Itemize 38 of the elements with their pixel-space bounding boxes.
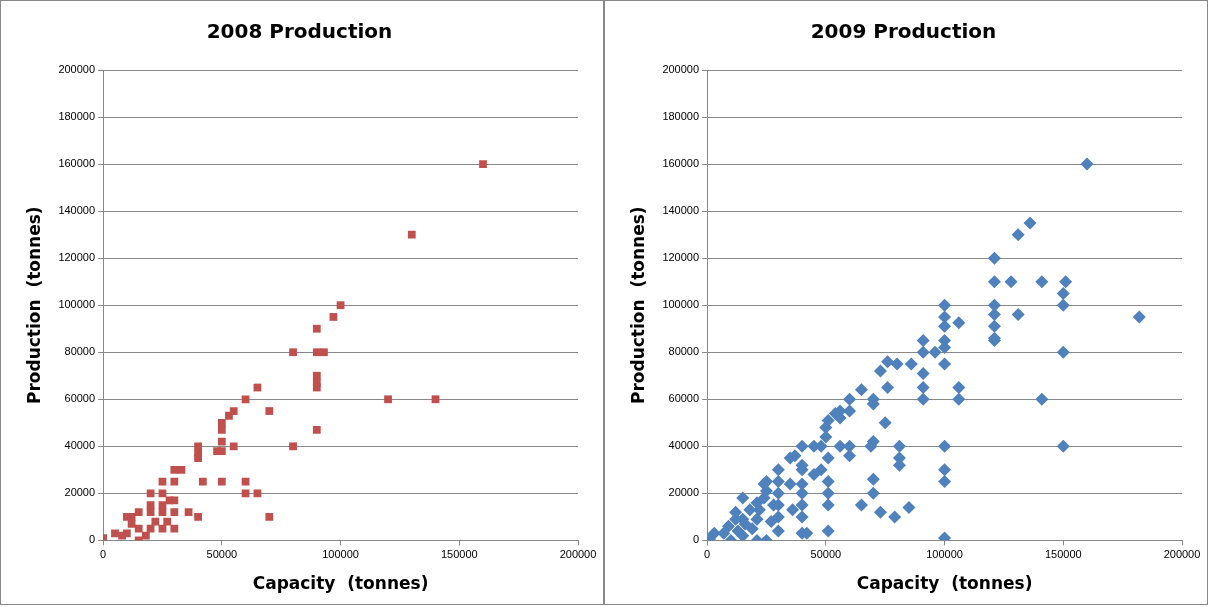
x-tick-label: 0 bbox=[100, 548, 107, 561]
chart-title: 2009 Production bbox=[810, 19, 997, 44]
y-tick-label: 120000 bbox=[662, 251, 700, 264]
x-tick-label: 200000 bbox=[559, 548, 597, 561]
x-axis-title: Capacity (tonnes) bbox=[856, 573, 1033, 594]
x-tick-label: 150000 bbox=[440, 548, 478, 561]
y-tick-label: 200000 bbox=[58, 63, 96, 76]
x-tick-label: 50000 bbox=[810, 548, 842, 561]
y-tick-label: 40000 bbox=[668, 439, 700, 452]
y-tick-label: 160000 bbox=[58, 157, 96, 170]
y-tick-label: 20000 bbox=[668, 486, 700, 499]
y-tick-label: 180000 bbox=[58, 110, 96, 123]
y-tick-label: 80000 bbox=[64, 345, 96, 358]
y-tick-label: 120000 bbox=[58, 251, 96, 264]
y-tick-label: 140000 bbox=[662, 204, 700, 217]
y-tick-label: 160000 bbox=[662, 157, 700, 170]
y-axis-title: Production (tonnes) bbox=[23, 206, 44, 405]
x-tick-label: 0 bbox=[704, 548, 711, 561]
y-tick-label: 0 bbox=[88, 533, 96, 546]
y-tick-label: 200000 bbox=[662, 63, 700, 76]
y-tick-label: 100000 bbox=[662, 298, 700, 311]
x-tick-label: 200000 bbox=[1163, 548, 1201, 561]
y-tick-label: 0 bbox=[692, 533, 700, 546]
y-tick-label: 80000 bbox=[668, 345, 700, 358]
x-tick-label: 50000 bbox=[206, 548, 238, 561]
y-tick-label: 100000 bbox=[58, 298, 96, 311]
y-tick-label: 180000 bbox=[662, 110, 700, 123]
y-axis-title: Production (tonnes) bbox=[627, 206, 648, 405]
chart-title: 2008 Production bbox=[206, 19, 393, 44]
x-tick-label: 150000 bbox=[1044, 548, 1082, 561]
x-tick-label: 100000 bbox=[322, 548, 359, 561]
x-axis-title: Capacity (tonnes) bbox=[252, 573, 429, 594]
y-tick-label: 40000 bbox=[64, 439, 96, 452]
y-tick-label: 60000 bbox=[64, 392, 96, 405]
x-tick-label: 100000 bbox=[926, 548, 963, 561]
y-tick-label: 20000 bbox=[64, 486, 96, 499]
y-tick-label: 140000 bbox=[58, 204, 96, 217]
y-tick-label: 60000 bbox=[668, 392, 700, 405]
